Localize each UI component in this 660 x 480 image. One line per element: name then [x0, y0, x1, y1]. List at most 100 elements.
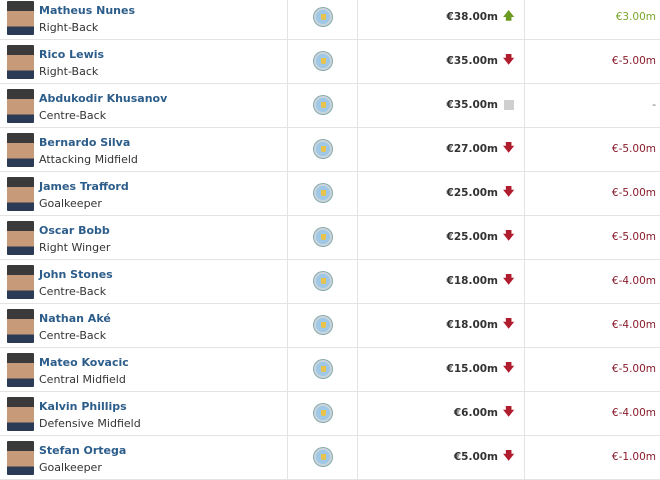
- player-photo[interactable]: [7, 353, 34, 387]
- arrow-down-icon: 🡇: [503, 317, 515, 330]
- value-change-cell: €-5.00m: [525, 40, 660, 83]
- manchester-city-crest-icon[interactable]: [314, 96, 332, 114]
- player-name-link[interactable]: John Stones: [39, 268, 113, 281]
- player-photo[interactable]: [7, 89, 34, 123]
- value-change: €-4.00m: [611, 275, 656, 287]
- no-change-icon: [504, 100, 514, 110]
- value-change-cell: €3.00m: [525, 0, 660, 39]
- player-position: Centre-Back: [39, 109, 107, 122]
- market-value-cell: €35.00m: [358, 84, 525, 127]
- value-change: €-5.00m: [611, 363, 656, 375]
- player-position: Centre-Back: [39, 329, 107, 342]
- market-value-cell: €25.00m 🡇: [358, 172, 525, 215]
- player-name-link[interactable]: Bernardo Silva: [39, 136, 131, 149]
- arrow-down-icon: 🡇: [503, 405, 515, 418]
- player-photo[interactable]: [7, 177, 34, 211]
- player-cell: John Stones Centre-Back: [0, 260, 288, 303]
- table-row: Matheus Nunes Right-Back €38.00m 🡅 €3.00m: [0, 0, 660, 40]
- player-position: Attacking Midfield: [39, 153, 138, 166]
- market-value-cell: €27.00m 🡇: [358, 128, 525, 171]
- value-change: €-5.00m: [611, 55, 656, 67]
- player-name-link[interactable]: James Trafford: [39, 180, 129, 193]
- value-change: -: [652, 99, 656, 111]
- arrow-up-icon: 🡅: [503, 9, 515, 22]
- market-value[interactable]: €15.00m: [446, 363, 498, 375]
- player-cell: Matheus Nunes Right-Back: [0, 0, 288, 39]
- manchester-city-crest-icon[interactable]: [314, 184, 332, 202]
- market-value-cell: €38.00m 🡅: [358, 0, 525, 39]
- club-cell: [288, 392, 358, 435]
- market-value[interactable]: €5.00m: [453, 451, 498, 463]
- player-name-link[interactable]: Rico Lewis: [39, 48, 105, 61]
- club-cell: [288, 216, 358, 259]
- club-cell: [288, 348, 358, 391]
- arrow-down-icon: 🡇: [503, 185, 515, 198]
- table-row: James Trafford Goalkeeper €25.00m 🡇 €-5.0…: [0, 172, 660, 216]
- player-cell: Oscar Bobb Right Winger: [0, 216, 288, 259]
- player-cell: Bernardo Silva Attacking Midfield: [0, 128, 288, 171]
- market-value[interactable]: €38.00m: [446, 11, 498, 23]
- player-photo[interactable]: [7, 45, 34, 79]
- value-change-cell: €-1.00m: [525, 436, 660, 479]
- value-change-cell: €-4.00m: [525, 304, 660, 347]
- arrow-down-icon: 🡇: [503, 229, 515, 242]
- manchester-city-crest-icon[interactable]: [314, 8, 332, 26]
- player-name-link[interactable]: Matheus Nunes: [39, 4, 136, 17]
- club-cell: [288, 436, 358, 479]
- value-change-cell: €-4.00m: [525, 260, 660, 303]
- manchester-city-crest-icon[interactable]: [314, 316, 332, 334]
- manchester-city-crest-icon[interactable]: [314, 140, 332, 158]
- manchester-city-crest-icon[interactable]: [314, 272, 332, 290]
- player-name-link[interactable]: Oscar Bobb: [39, 224, 110, 237]
- player-position: Right-Back: [39, 65, 99, 78]
- player-photo[interactable]: [7, 1, 34, 35]
- value-change-cell: €-5.00m: [525, 172, 660, 215]
- market-value[interactable]: €18.00m: [446, 275, 498, 287]
- market-value[interactable]: €25.00m: [446, 187, 498, 199]
- market-value[interactable]: €27.00m: [446, 143, 498, 155]
- manchester-city-crest-icon[interactable]: [314, 448, 332, 466]
- market-value[interactable]: €18.00m: [446, 319, 498, 331]
- player-photo[interactable]: [7, 397, 34, 431]
- table-row: Nathan Aké Centre-Back €18.00m 🡇 €-4.00m: [0, 304, 660, 348]
- market-value-cell: €35.00m 🡇: [358, 40, 525, 83]
- table-row: Mateo Kovacic Central Midfield €15.00m 🡇 …: [0, 348, 660, 392]
- club-cell: [288, 40, 358, 83]
- manchester-city-crest-icon[interactable]: [314, 360, 332, 378]
- manchester-city-crest-icon[interactable]: [314, 52, 332, 70]
- arrow-down-icon: 🡇: [503, 141, 515, 154]
- player-photo[interactable]: [7, 221, 34, 255]
- player-name-link[interactable]: Stefan Ortega: [39, 444, 127, 457]
- arrow-down-icon: 🡇: [503, 361, 515, 374]
- player-cell: James Trafford Goalkeeper: [0, 172, 288, 215]
- market-value[interactable]: €35.00m: [446, 99, 498, 111]
- player-photo[interactable]: [7, 265, 34, 299]
- manchester-city-crest-icon[interactable]: [314, 404, 332, 422]
- table-row: Abdukodir Khusanov Centre-Back €35.00m -: [0, 84, 660, 128]
- club-cell: [288, 304, 358, 347]
- value-change: €-5.00m: [611, 143, 656, 155]
- market-value[interactable]: €25.00m: [446, 231, 498, 243]
- manchester-city-crest-icon[interactable]: [314, 228, 332, 246]
- value-change: €-4.00m: [611, 407, 656, 419]
- player-name-link[interactable]: Kalvin Phillips: [39, 400, 127, 413]
- arrow-down-icon: 🡇: [503, 449, 515, 462]
- market-value-cell: €18.00m 🡇: [358, 304, 525, 347]
- player-photo[interactable]: [7, 133, 34, 167]
- market-value[interactable]: €6.00m: [453, 407, 498, 419]
- market-value-cell: €18.00m 🡇: [358, 260, 525, 303]
- player-position: Goalkeeper: [39, 461, 102, 474]
- player-position: Right-Back: [39, 21, 99, 34]
- player-name-link[interactable]: Abdukodir Khusanov: [39, 92, 168, 105]
- value-change: €-4.00m: [611, 319, 656, 331]
- table-row: Bernardo Silva Attacking Midfield €27.00…: [0, 128, 660, 172]
- player-photo[interactable]: [7, 441, 34, 475]
- club-cell: [288, 128, 358, 171]
- market-value[interactable]: €35.00m: [446, 55, 498, 67]
- table-row: Stefan Ortega Goalkeeper €5.00m 🡇 €-1.00m: [0, 436, 660, 480]
- player-name-link[interactable]: Mateo Kovacic: [39, 356, 129, 369]
- table-row: Rico Lewis Right-Back €35.00m 🡇 €-5.00m: [0, 40, 660, 84]
- player-photo[interactable]: [7, 309, 34, 343]
- player-name-link[interactable]: Nathan Aké: [39, 312, 111, 325]
